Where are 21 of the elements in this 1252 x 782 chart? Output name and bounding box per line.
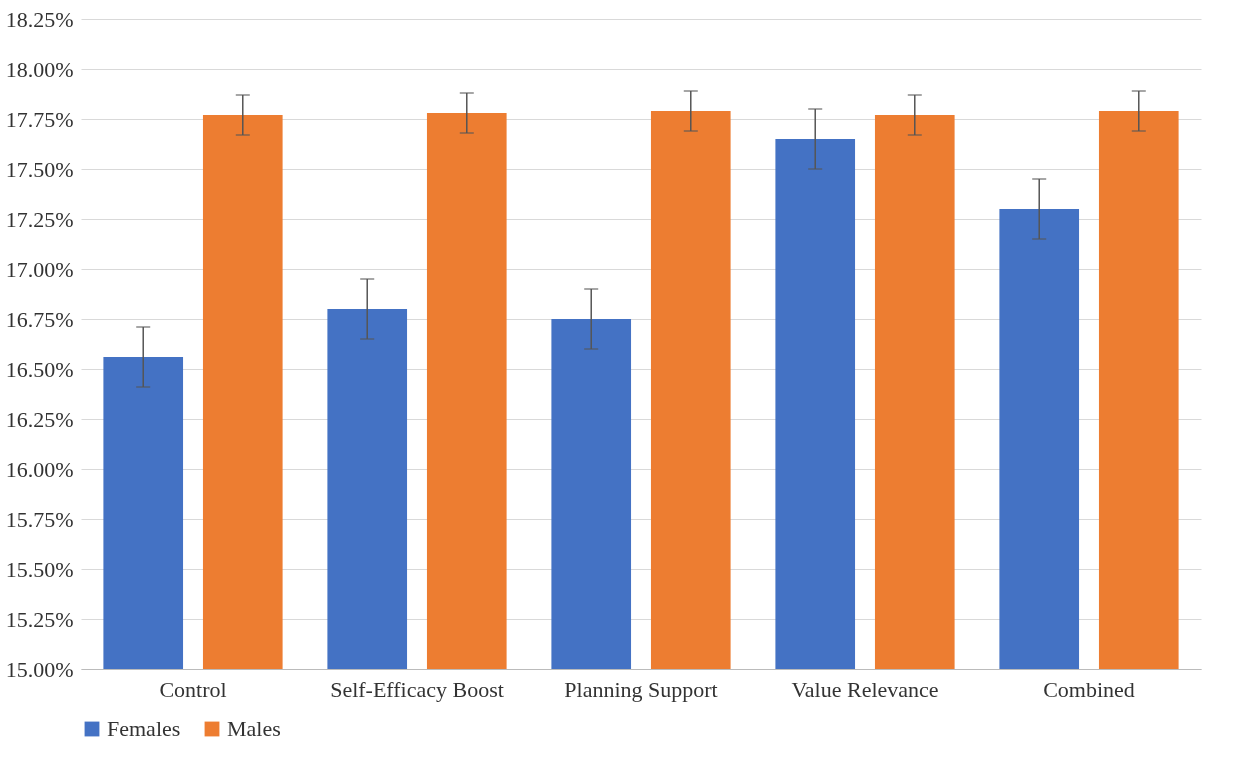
- y-tick-label: 16.75%: [5, 306, 74, 332]
- y-tick-label: 17.25%: [5, 206, 74, 232]
- y-tick-label: 18.00%: [5, 56, 74, 82]
- x-tick-label: Self-Efficacy Boost: [330, 676, 504, 702]
- y-tick-label: 17.00%: [5, 256, 74, 282]
- y-tick-label: 18.25%: [5, 6, 74, 32]
- x-tick-label: Control: [159, 676, 227, 702]
- y-tick-label: 16.00%: [5, 456, 74, 482]
- legend-label: Females: [107, 716, 181, 741]
- legend-label: Males: [227, 716, 281, 741]
- y-tick-label: 16.50%: [5, 356, 74, 382]
- x-tick-label: Planning Support: [564, 676, 718, 702]
- y-tick-label: 15.75%: [5, 506, 74, 532]
- x-tick-label: Combined: [1043, 676, 1135, 702]
- y-tick-label: 15.00%: [5, 656, 74, 682]
- x-tick-label: Value Relevance: [791, 676, 939, 702]
- y-tick-label: 15.25%: [5, 606, 74, 632]
- y-tick-label: 17.75%: [5, 106, 74, 132]
- y-tick-label: 17.50%: [5, 156, 74, 182]
- y-tick-label: 16.25%: [5, 406, 74, 432]
- y-tick-label: 15.50%: [5, 556, 74, 582]
